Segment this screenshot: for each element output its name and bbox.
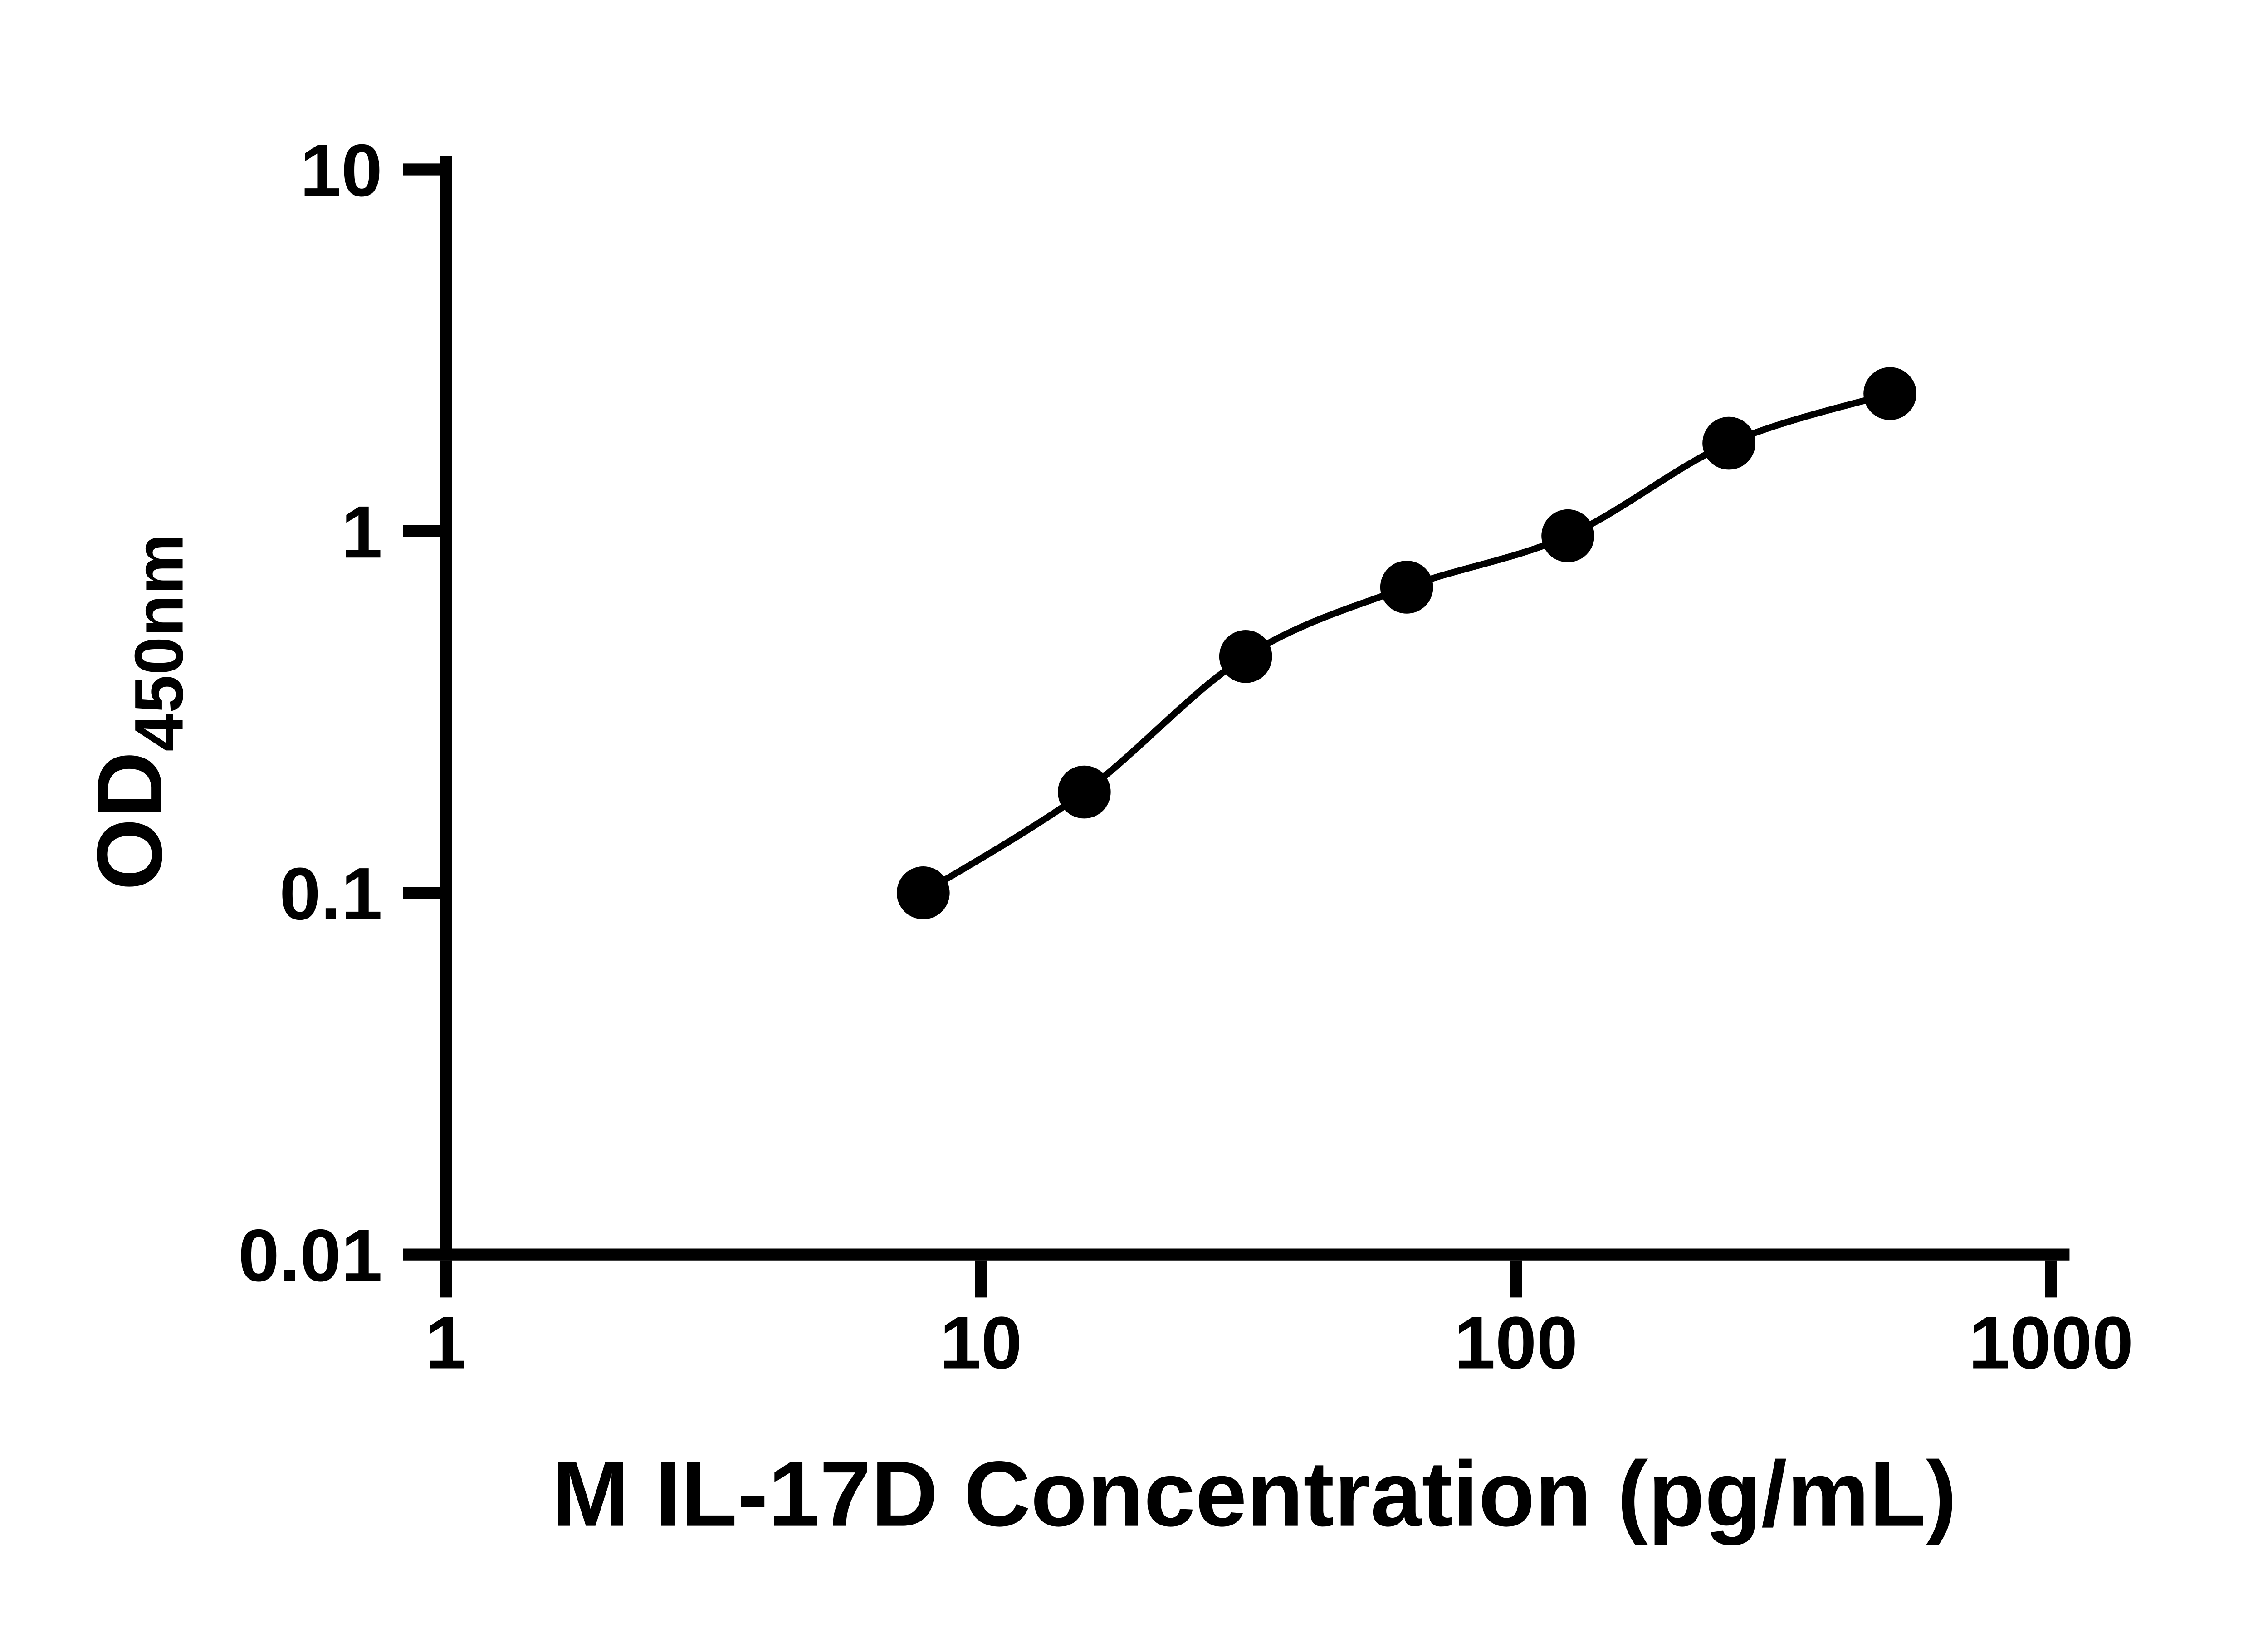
y-axis-title-main: OD xyxy=(78,752,181,890)
y-tick-label: 10 xyxy=(300,129,382,212)
data-point xyxy=(1541,509,1594,562)
data-point xyxy=(1219,630,1272,683)
y-tick-label: 1 xyxy=(341,490,382,573)
x-tick-label: 1 xyxy=(425,1301,467,1384)
data-point xyxy=(1057,765,1111,819)
plot-layer: 1 10 100 1000 10 1 0.1 0.01 xyxy=(238,129,2133,1384)
y-tick-label: 0.01 xyxy=(238,1214,382,1297)
data-point xyxy=(1702,416,1755,470)
y-tick-label: 0.1 xyxy=(279,852,382,935)
y-axis-title-subscript: 450nm xyxy=(121,533,198,752)
data-point xyxy=(1380,561,1433,614)
fit-curve xyxy=(920,390,1893,896)
x-axis-title: M IL-17D Concentration (pg/mL) xyxy=(552,1442,1957,1546)
y-axis-title: OD450nm xyxy=(78,533,198,890)
data-point xyxy=(1863,367,1916,420)
data-point xyxy=(896,866,950,919)
x-tick-label: 10 xyxy=(940,1301,1022,1384)
x-tick-label: 1000 xyxy=(1969,1301,2133,1384)
x-tick-label: 100 xyxy=(1454,1301,1578,1384)
